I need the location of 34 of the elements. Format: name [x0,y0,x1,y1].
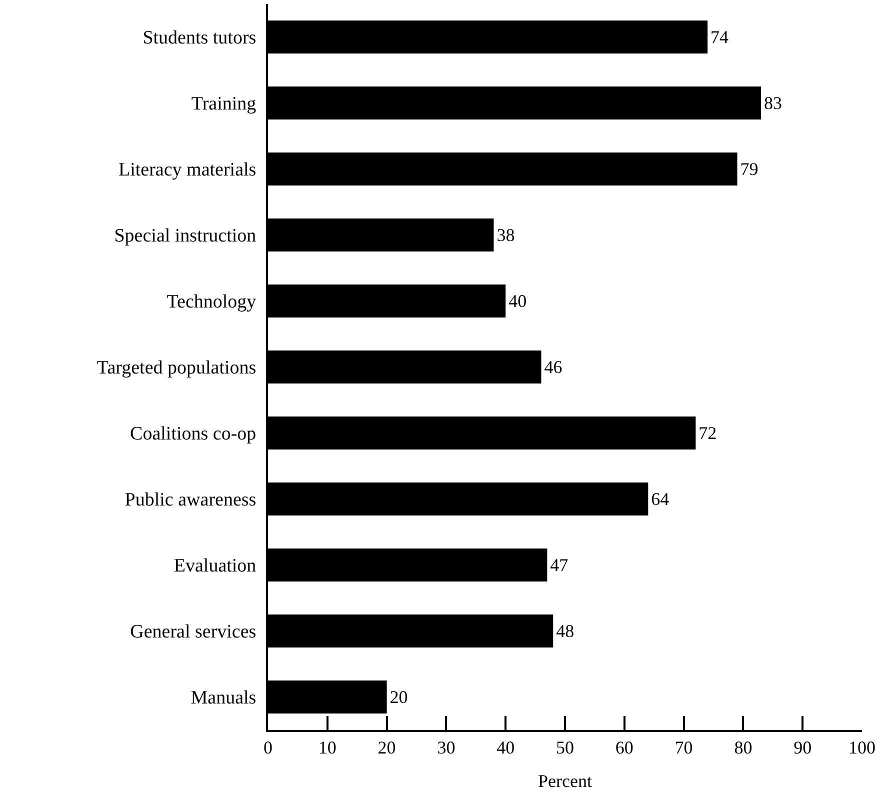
y-tick-label: Targeted populations [96,358,256,379]
x-tick-label: 100 [848,738,876,758]
y-tick-label: Manuals [190,688,256,709]
x-tick-label: 60 [615,738,634,758]
x-tick-label: 40 [496,738,515,758]
y-tick-label: Literacy materials [118,160,256,181]
data-label: 40 [508,291,527,311]
x-tick-label: 80 [734,738,752,758]
y-tick-label: Public awareness [124,490,256,511]
x-tick-label: 0 [264,738,272,758]
x-tick-label: 10 [318,738,336,758]
x-tick-label: 30 [437,738,456,758]
data-label: 47 [550,555,568,575]
data-label: 20 [390,687,408,707]
x-tick-label: 70 [674,738,693,758]
y-tick-label: Evaluation [174,556,257,577]
y-tick-label: Special instruction [114,226,257,247]
data-label: 79 [740,159,758,179]
data-label: 72 [698,423,717,443]
data-label: 83 [764,93,782,113]
y-tick-label: General services [130,622,256,643]
data-label: 38 [496,225,515,245]
x-tick-label: 50 [556,738,574,758]
data-label: 48 [556,621,574,641]
y-tick-label: Coalitions co-op [130,424,256,445]
x-tick-label: 20 [378,738,396,758]
x-axis-title: Percent [538,771,592,792]
x-tick-label: 90 [794,738,812,758]
y-tick-label: Training [191,94,257,115]
data-label: 46 [544,357,562,377]
y-tick-label: Students tutors [142,28,256,49]
data-label: 64 [651,489,670,509]
y-tick-label: Technology [166,292,257,313]
data-label: 74 [710,27,729,47]
